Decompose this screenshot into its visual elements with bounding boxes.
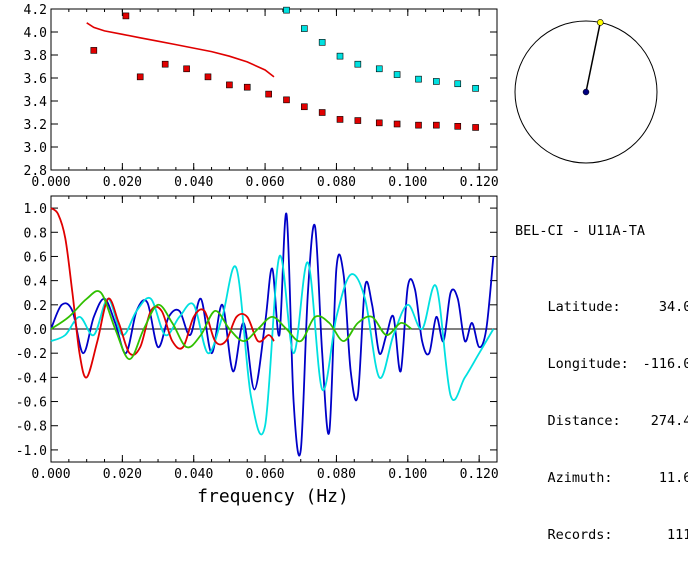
x-tick-label: 0.120	[460, 175, 499, 190]
x-tick-label: 0.100	[388, 175, 427, 190]
info-row-longitude: Longitude: -116.00	[515, 336, 688, 372]
info-value: 11.60	[658, 470, 688, 486]
x-tick-label: 0.080	[317, 467, 356, 482]
station-marker	[596, 19, 604, 26]
y-tick-label: 0.8	[24, 226, 47, 241]
cyan-data-point	[454, 80, 462, 88]
cyan-data-point	[415, 75, 422, 83]
red-data-point	[336, 116, 344, 123]
info-row-distance: Distance: 274.47	[515, 393, 688, 429]
red-data-point	[318, 109, 326, 116]
x-axis-label: frequency (Hz)	[197, 486, 349, 507]
y-tick-label: 2.8	[24, 164, 47, 179]
info-label: Longitude:	[547, 356, 629, 372]
x-tick-label: 0.000	[31, 175, 70, 190]
info-label: Latitude:	[547, 299, 621, 315]
cyan-waveform-line	[50, 254, 495, 436]
info-label: Records:	[547, 527, 613, 543]
red-data-point	[454, 123, 462, 130]
red-data-point	[265, 90, 272, 98]
info-label: Azimuth:	[547, 470, 613, 486]
y-tick-label: 3.0	[24, 141, 47, 156]
y-tick-label: -0.4	[16, 371, 47, 386]
x-tick-label: 0.020	[103, 175, 142, 190]
cyan-data-point	[433, 78, 440, 85]
plot-frame	[50, 8, 498, 171]
info-row-records: Records: 1118	[515, 507, 688, 543]
azimuth-line	[585, 22, 602, 93]
x-tick-label: 0.060	[246, 175, 285, 190]
x-tick-label: 0.000	[31, 467, 70, 482]
y-tick-label: -0.6	[16, 396, 47, 411]
cyan-data-point	[283, 6, 290, 14]
x-tick-label: 0.060	[246, 467, 285, 482]
y-tick-label: 3.6	[24, 72, 47, 87]
info-value: 34.00	[658, 299, 688, 315]
y-tick-label: 3.2	[24, 118, 47, 133]
x-tick-label: 0.020	[103, 467, 142, 482]
y-tick-label: -0.8	[16, 420, 47, 435]
red-data-point	[183, 65, 190, 73]
x-tick-label: 0.040	[174, 467, 213, 482]
cyan-data-point	[354, 60, 362, 68]
info-value: -116.00	[642, 356, 688, 372]
red-data-point	[433, 121, 440, 129]
x-tick-label: 0.100	[388, 467, 427, 482]
y-tick-label: 1.0	[24, 202, 47, 217]
info-row-latitude: Latitude: 34.00	[515, 279, 688, 315]
y-tick-label: 4.0	[24, 26, 47, 41]
red-data-point	[243, 83, 251, 91]
red-data-point	[283, 96, 290, 104]
red-data-point	[226, 81, 233, 89]
y-tick-label: 0.2	[24, 299, 47, 314]
y-tick-label: 0.0	[24, 323, 47, 338]
info-row-azimuth: Azimuth: 11.60	[515, 450, 688, 486]
red-data-point	[161, 60, 169, 68]
green-waveform-line	[50, 290, 412, 361]
y-tick-label: 4.2	[24, 3, 47, 18]
station-name: BEL-CI - U11A-TA	[515, 223, 646, 239]
red-data-point	[393, 120, 401, 128]
red-data-point	[472, 124, 479, 131]
x-tick-label: 0.040	[174, 175, 213, 190]
y-tick-label: 3.4	[24, 95, 48, 110]
y-tick-label: 0.4	[24, 275, 48, 290]
x-tick-label: 0.080	[317, 175, 356, 190]
x-tick-label: 0.120	[460, 467, 499, 482]
azimuth-compass	[514, 19, 658, 164]
velocity-curve-line	[86, 22, 275, 78]
cyan-data-point	[336, 52, 344, 60]
info-value: 274.47	[650, 413, 688, 429]
phase-velocity-chart: 0.000 0.020 0.040 0.060 0.080 0.100 0.120 2.8 3.…	[24, 3, 499, 190]
red-data-point	[90, 47, 98, 54]
red-data-point	[301, 103, 308, 111]
cyan-data-point	[318, 39, 326, 46]
source-marker	[582, 88, 590, 96]
cyan-data-point	[301, 25, 308, 32]
cyan-data-point	[375, 65, 383, 73]
figure: 0.000 0.020 0.040 0.060 0.080 0.100 0.120 2.8 3.…	[16, 3, 658, 507]
y-tick-label: 0.6	[24, 250, 47, 265]
info-label: Distance:	[547, 413, 621, 429]
red-data-point	[122, 12, 130, 20]
red-data-point	[375, 119, 383, 127]
y-tick-label: -1.0	[16, 444, 47, 459]
cyan-data-point	[472, 85, 479, 92]
y-tick-label: 3.8	[24, 49, 47, 64]
compass-circle	[514, 20, 658, 164]
cyan-data-point	[393, 71, 401, 78]
red-data-point	[204, 73, 212, 81]
red-data-point	[136, 73, 144, 81]
red-data-point	[354, 117, 362, 124]
info-value: 1118	[667, 527, 688, 543]
station-info-panel: BEL-CI - U11A-TA Latitude: 34.00 Longitud…	[515, 184, 688, 545]
blue-waveform-line	[50, 213, 495, 457]
y-tick-label: -0.2	[16, 347, 47, 362]
red-data-point	[415, 121, 422, 129]
waveform-chart: 0.000 0.020 0.040 0.060 0.080 0.100 0.120 -1.0 -…	[16, 195, 499, 482]
